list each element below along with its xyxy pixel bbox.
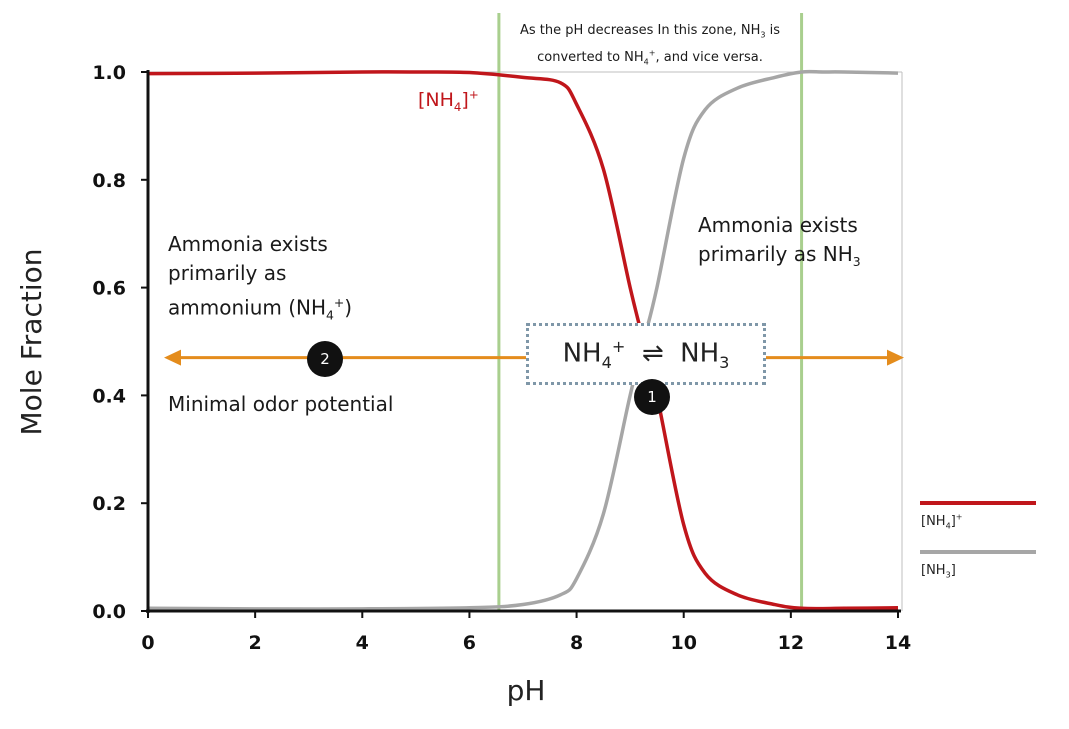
left-region-text: Ammonia exists primarily as ammonium (NH… — [168, 230, 352, 330]
x-tick-label: 4 — [356, 632, 369, 654]
x-axis-title: pH — [507, 674, 546, 707]
left-text-line-1: Ammonia exists — [168, 232, 328, 256]
top-zone-note: As the pH decreases In this zone, NH3 is… — [500, 22, 800, 72]
right-arrowhead — [887, 349, 904, 366]
equilibrium-box: NH4+ ⇌ NH3 — [526, 323, 766, 385]
x-tick-label: 0 — [141, 632, 154, 654]
series-line-nh3 — [147, 69, 899, 611]
right-text-line-2: primarily as NH3 — [698, 242, 861, 269]
top-note-line-1: As the pH decreases In this zone, NH3 is — [519, 23, 781, 40]
x-tick-label: 8 — [570, 632, 583, 654]
top-note-line-2: converted to NH4+, and vice versa. — [537, 48, 763, 67]
left-text-line-2: primarily as — [168, 261, 287, 285]
series-line-nh4 — [147, 70, 899, 611]
left-text-line-3: ammonium (NH4+) — [168, 295, 353, 323]
y-tick-label: 0.8 — [92, 170, 126, 192]
marker-1: 1 — [634, 379, 670, 415]
y-tick-label: 0.0 — [92, 601, 126, 623]
nh4-curve-label: [NH4]+ — [418, 88, 479, 115]
legend-label-nh3: [NH3] — [921, 563, 956, 580]
y-tick-label: 0.4 — [92, 385, 126, 407]
x-tick-label: 14 — [885, 632, 911, 654]
y-tick-label: 1.0 — [92, 62, 126, 84]
left-arrowhead — [164, 349, 181, 366]
right-region-text: Ammonia exists primarily as NH3 — [698, 211, 861, 276]
equilibrium-equation: NH4+ ⇌ NH3 — [562, 336, 730, 372]
x-tick-label: 12 — [778, 632, 804, 654]
legend-label-nh4: [NH4]+ — [921, 513, 963, 531]
x-tick-label: 10 — [670, 632, 696, 654]
x-tick-label: 2 — [249, 632, 262, 654]
marker-2: 2 — [307, 341, 343, 377]
x-tick-label: 6 — [463, 632, 476, 654]
y-axis-title: Mole Fraction — [15, 249, 48, 436]
y-tick-label: 0.2 — [92, 493, 126, 515]
odor-note: Minimal odor potential — [168, 392, 394, 416]
y-tick-label: 0.6 — [92, 278, 126, 300]
right-text-line-1: Ammonia exists — [698, 213, 858, 237]
